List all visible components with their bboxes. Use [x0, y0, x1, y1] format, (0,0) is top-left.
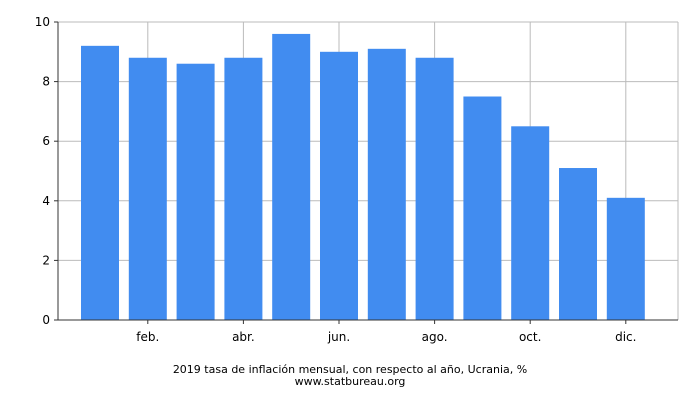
bar-ene: [81, 45, 119, 321]
bar-nov: [559, 168, 597, 320]
bar-ago: [415, 57, 454, 320]
y-tick-label: 2: [42, 253, 50, 267]
y-tick-label: 8: [42, 75, 50, 89]
bar-sep: [463, 96, 502, 320]
bar-feb: [128, 57, 167, 320]
bar-mar: [176, 63, 215, 320]
x-tick-label: jun.: [327, 330, 350, 344]
bar-jul: [367, 48, 406, 320]
y-tick-label: 6: [42, 134, 50, 148]
y-tick-label: 10: [35, 15, 50, 29]
chart-title: 2019 tasa de inflación mensual, con resp…: [172, 363, 528, 376]
x-tick-label: feb.: [136, 330, 159, 344]
x-tick-label: oct.: [519, 330, 541, 344]
x-tick-label: dic.: [615, 330, 636, 344]
x-tick-label: ago.: [422, 330, 448, 344]
bar-may: [272, 33, 311, 321]
bar-oct: [511, 126, 550, 320]
bar-dic: [606, 197, 645, 320]
chart-source: www.statbureau.org: [294, 375, 406, 388]
bar-chart: 0 2 4 6 8 10 feb. abr. jun. ago. oct. dic.: [35, 15, 679, 344]
bar-jun: [320, 51, 358, 321]
y-tick-label: 0: [42, 313, 50, 327]
y-tick-label: 4: [42, 194, 50, 208]
bar-abr: [224, 57, 263, 320]
x-tick-label: abr.: [232, 330, 255, 344]
